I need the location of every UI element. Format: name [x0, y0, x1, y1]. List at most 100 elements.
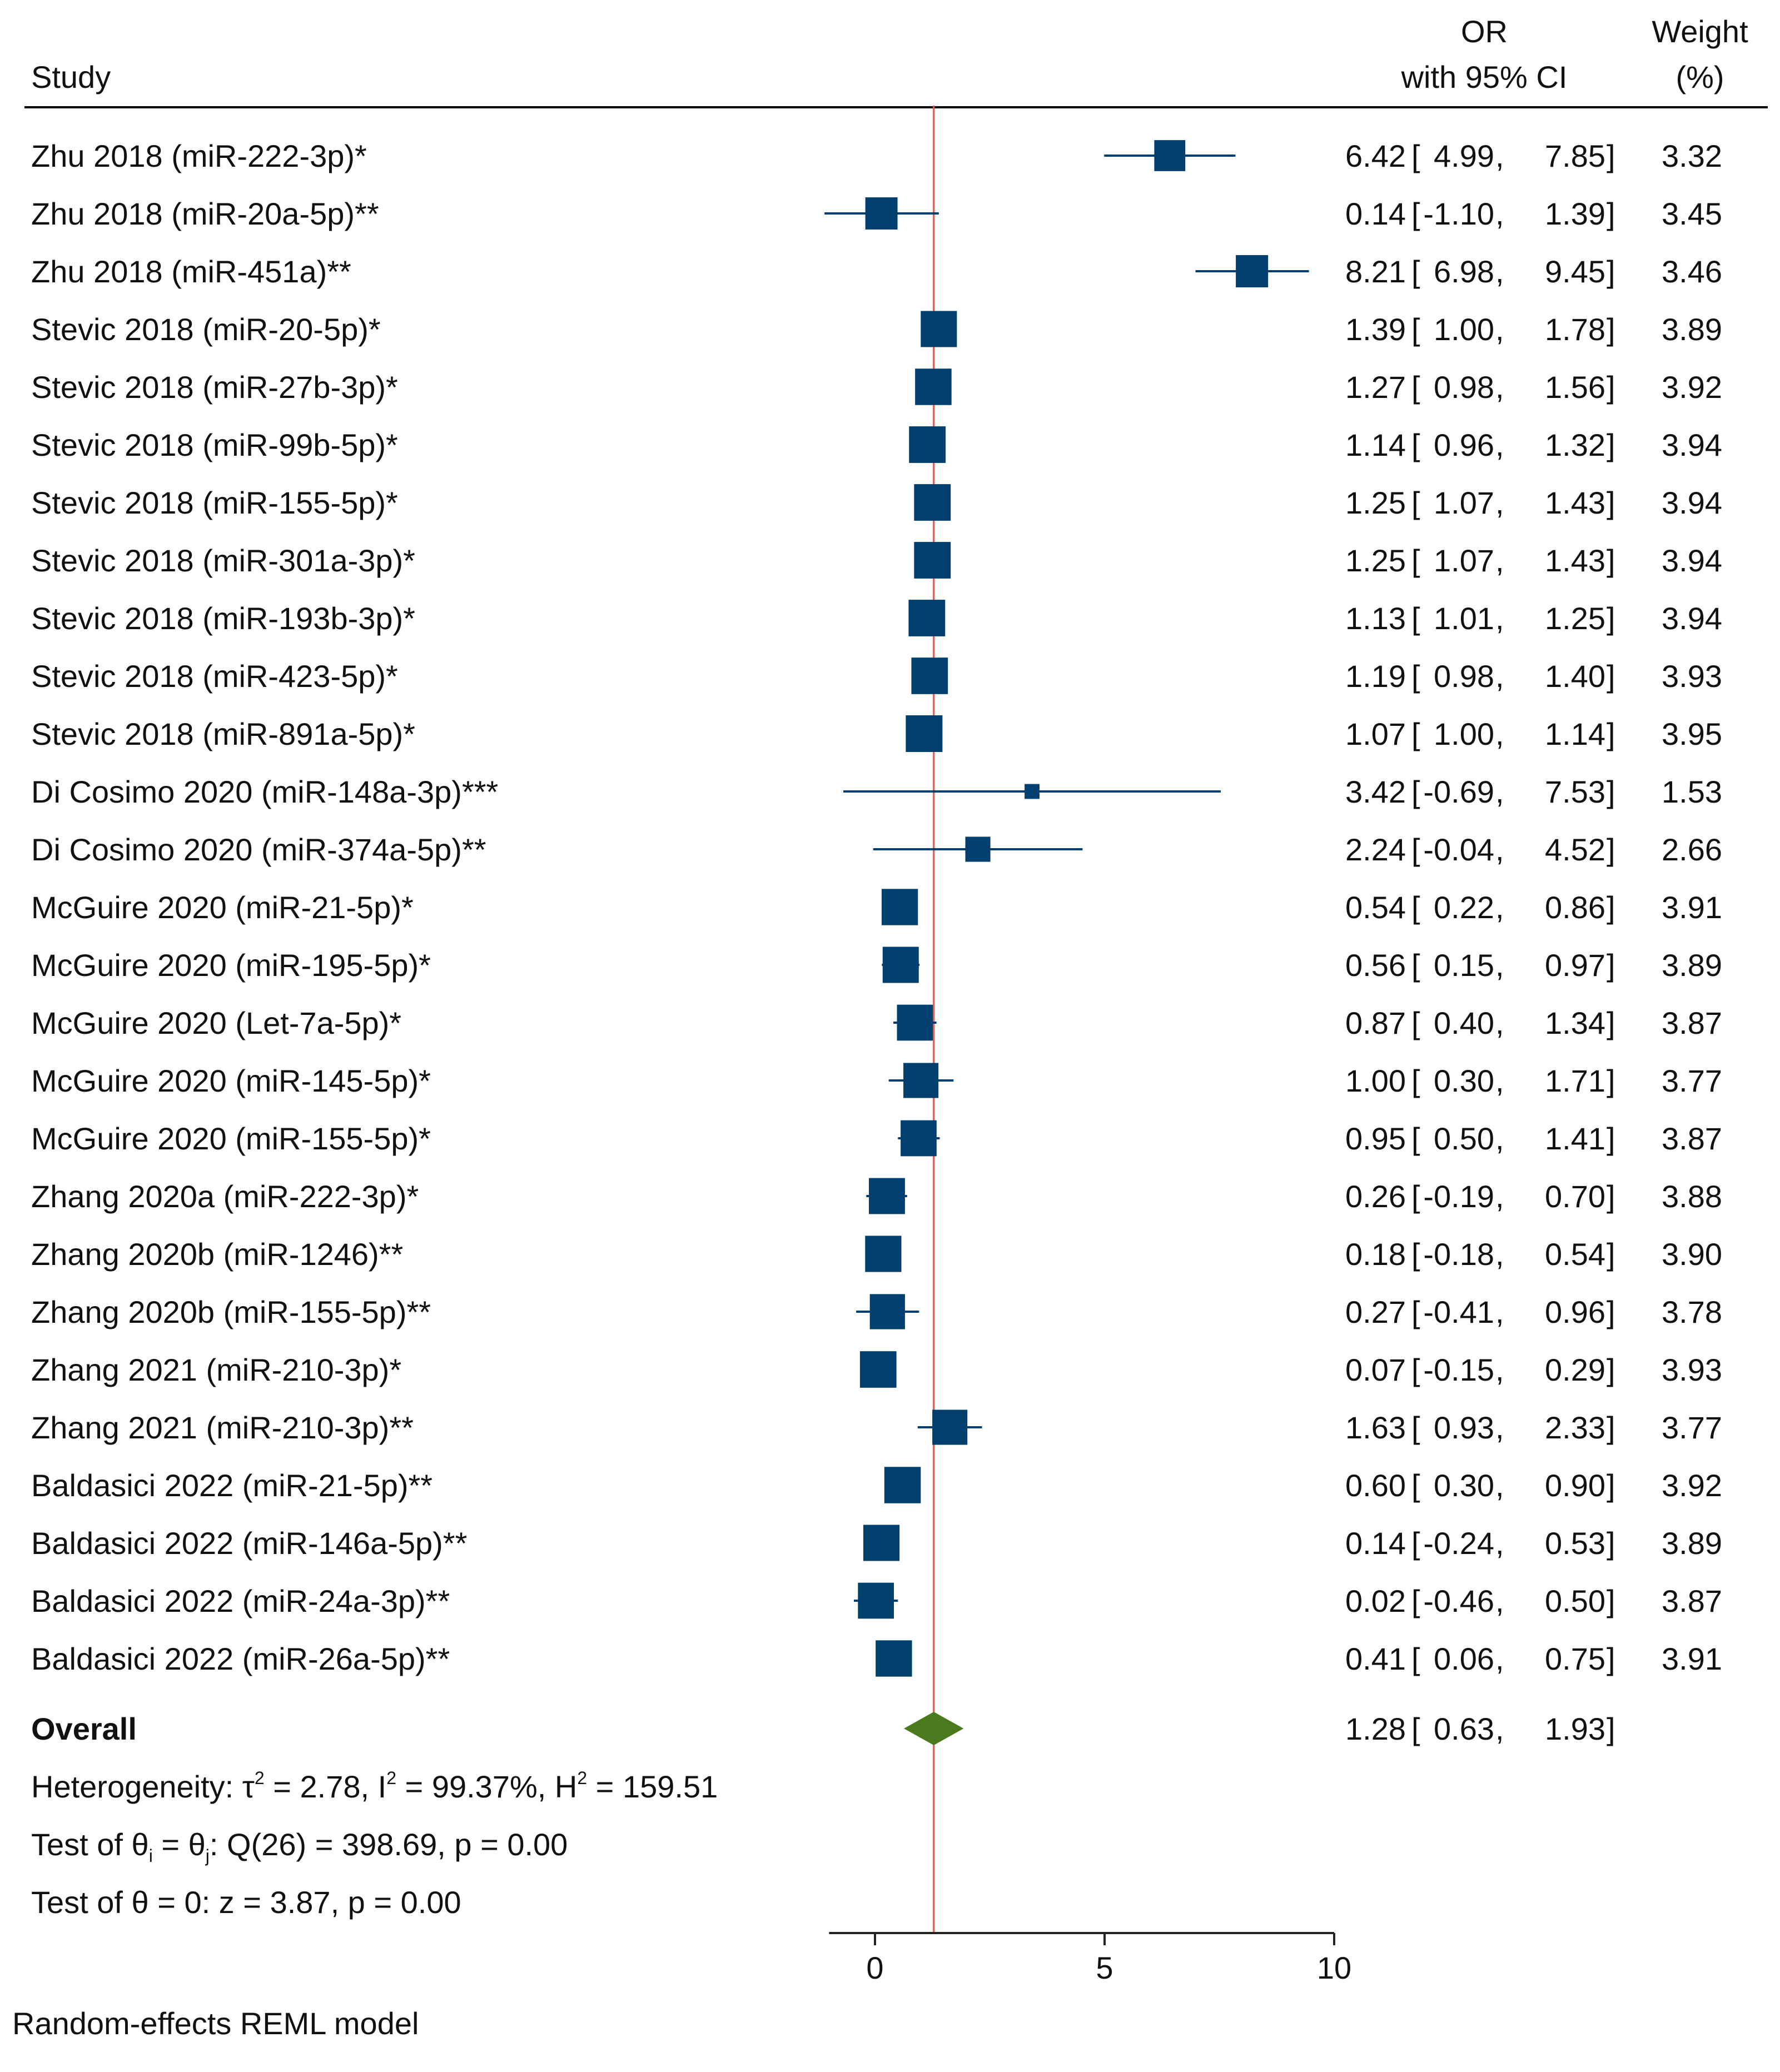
ci-close-bracket: ] [1607, 948, 1615, 983]
estimate-value: 1.19 [1345, 659, 1406, 694]
ci-open-bracket: [ [1411, 659, 1420, 694]
study-row: McGuire 2020 (miR-145-5p)* 1.00[0.30, 1.71… [31, 1063, 1722, 1098]
ci-open-bracket: [ [1411, 1121, 1420, 1156]
weight-value: 3.32 [1662, 138, 1722, 173]
weight-value: 3.94 [1662, 485, 1722, 520]
ci-comma: , [1495, 138, 1504, 173]
ci-close-bracket: ] [1607, 427, 1615, 462]
ci-upper-value: 1.41 [1545, 1121, 1605, 1156]
effect-box [932, 1409, 968, 1445]
effect-box [914, 542, 951, 579]
weight-value: 1.53 [1662, 774, 1722, 809]
test-theta-q: Test of θi = θj: Q(26) = 398.69, p = 0.0… [31, 1827, 568, 1866]
ci-comma: , [1495, 890, 1504, 925]
ci-close-bracket: ] [1607, 1294, 1615, 1329]
study-row: McGuire 2020 (miR-155-5p)* 0.95[0.50, 1.41… [31, 1120, 1722, 1157]
effect-box [903, 1063, 939, 1098]
ci-upper-value: 7.53 [1545, 774, 1605, 809]
ci-lower-value: -0.46 [1423, 1583, 1494, 1618]
study-label: Stevic 2018 (miR-423-5p)* [31, 659, 398, 694]
estimate-value: 2.24 [1345, 832, 1406, 867]
ci-open-bracket: [ [1411, 716, 1420, 751]
estimate-value: 0.95 [1345, 1121, 1406, 1156]
test-theta-z: Test of θ = 0: z = 3.87, p = 0.00 [31, 1885, 461, 1920]
weight-value: 3.91 [1662, 1641, 1722, 1676]
ci-upper-value: 1.32 [1545, 427, 1605, 462]
effect-box [906, 715, 943, 752]
ci-upper-value: 2.33 [1545, 1410, 1605, 1445]
ci-comma: , [1495, 1121, 1504, 1156]
ci-close-bracket: ] [1607, 1237, 1615, 1272]
weight-value: 3.91 [1662, 890, 1722, 925]
study-label: McGuire 2020 (miR-145-5p)* [31, 1063, 431, 1098]
overall-ci-lower: 0.63 [1434, 1711, 1494, 1746]
ci-upper-value: 1.71 [1545, 1063, 1605, 1098]
study-label: Stevic 2018 (miR-27b-3p)* [31, 370, 398, 405]
header-or: OR [1461, 14, 1508, 49]
effect-box [965, 836, 991, 862]
weight-value: 3.92 [1662, 1468, 1722, 1503]
ci-upper-value: 1.78 [1545, 312, 1605, 347]
ci-close-bracket: ] [1607, 716, 1615, 751]
ci-comma: , [1495, 1641, 1504, 1676]
ci-upper-value: 0.53 [1545, 1526, 1605, 1561]
overall-ci-close: ] [1607, 1711, 1615, 1746]
estimate-value: 0.60 [1345, 1468, 1406, 1503]
ci-upper-value: 0.97 [1545, 948, 1605, 983]
study-label: Zhu 2018 (miR-451a)** [31, 254, 351, 289]
ci-upper-value: 4.52 [1545, 832, 1605, 867]
ci-upper-value: 7.85 [1545, 138, 1605, 173]
ci-upper-value: 1.34 [1545, 1005, 1605, 1040]
effect-box [869, 1294, 905, 1329]
header-weight-unit: (%) [1675, 59, 1724, 94]
ci-close-bracket: ] [1607, 1468, 1615, 1503]
ci-lower-value: -0.69 [1423, 774, 1494, 809]
study-row: Stevic 2018 (miR-193b-3p)* 1.13[1.01, 1.25… [31, 600, 1722, 636]
ci-comma: , [1495, 1179, 1504, 1214]
effect-box [921, 311, 957, 347]
study-label: Baldasici 2022 (miR-26a-5p)** [31, 1641, 450, 1676]
study-label: Zhu 2018 (miR-20a-5p)** [31, 196, 379, 231]
ci-open-bracket: [ [1411, 1352, 1420, 1387]
ci-close-bracket: ] [1607, 1641, 1615, 1676]
ci-comma: , [1495, 254, 1504, 289]
estimate-value: 0.54 [1345, 890, 1406, 925]
estimate-value: 1.63 [1345, 1410, 1406, 1445]
overall-estimate: 1.28 [1345, 1711, 1406, 1746]
ci-upper-value: 1.56 [1545, 370, 1605, 405]
study-label: Di Cosimo 2020 (miR-374a-5p)** [31, 832, 486, 867]
ci-close-bracket: ] [1607, 254, 1615, 289]
ci-close-bracket: ] [1607, 1063, 1615, 1098]
ci-lower-value: 0.93 [1434, 1410, 1494, 1445]
estimate-value: 6.42 [1345, 138, 1406, 173]
effect-box [915, 368, 952, 405]
ci-lower-value: 6.98 [1434, 254, 1494, 289]
ci-comma: , [1495, 312, 1504, 347]
study-row: Stevic 2018 (miR-155-5p)* 1.25[1.07, 1.43]… [31, 484, 1722, 521]
estimate-value: 0.27 [1345, 1294, 1406, 1329]
overall-diamond [904, 1712, 964, 1745]
study-label: Zhang 2020a (miR-222-3p)* [31, 1179, 419, 1214]
effect-box [884, 1467, 921, 1503]
study-row: Zhang 2021 (miR-210-3p)** 1.63[0.93, 2.33]… [31, 1409, 1722, 1445]
estimate-value: 0.18 [1345, 1237, 1406, 1272]
ci-close-bracket: ] [1607, 832, 1615, 867]
study-row: Di Cosimo 2020 (miR-374a-5p)** 2.24[-0.04… [31, 832, 1722, 867]
ci-lower-value: 1.07 [1434, 543, 1494, 578]
header-or-ci: with 95% CI [1401, 59, 1568, 94]
ci-open-bracket: [ [1411, 890, 1420, 925]
estimate-value: 8.21 [1345, 254, 1406, 289]
ci-upper-value: 0.90 [1545, 1468, 1605, 1503]
weight-value: 3.92 [1662, 370, 1722, 405]
ci-comma: , [1495, 1352, 1504, 1387]
study-label: Baldasici 2022 (miR-146a-5p)** [31, 1526, 467, 1561]
ci-lower-value: -0.15 [1423, 1352, 1494, 1387]
study-label: McGuire 2020 (miR-155-5p)* [31, 1121, 431, 1156]
study-label: McGuire 2020 (miR-21-5p)* [31, 890, 414, 925]
ci-open-bracket: [ [1411, 1294, 1420, 1329]
estimate-value: 1.25 [1345, 543, 1406, 578]
ci-comma: , [1495, 543, 1504, 578]
study-label: Stevic 2018 (miR-891a-5p)* [31, 716, 415, 751]
estimate-value: 0.56 [1345, 948, 1406, 983]
ci-open-bracket: [ [1411, 832, 1420, 867]
